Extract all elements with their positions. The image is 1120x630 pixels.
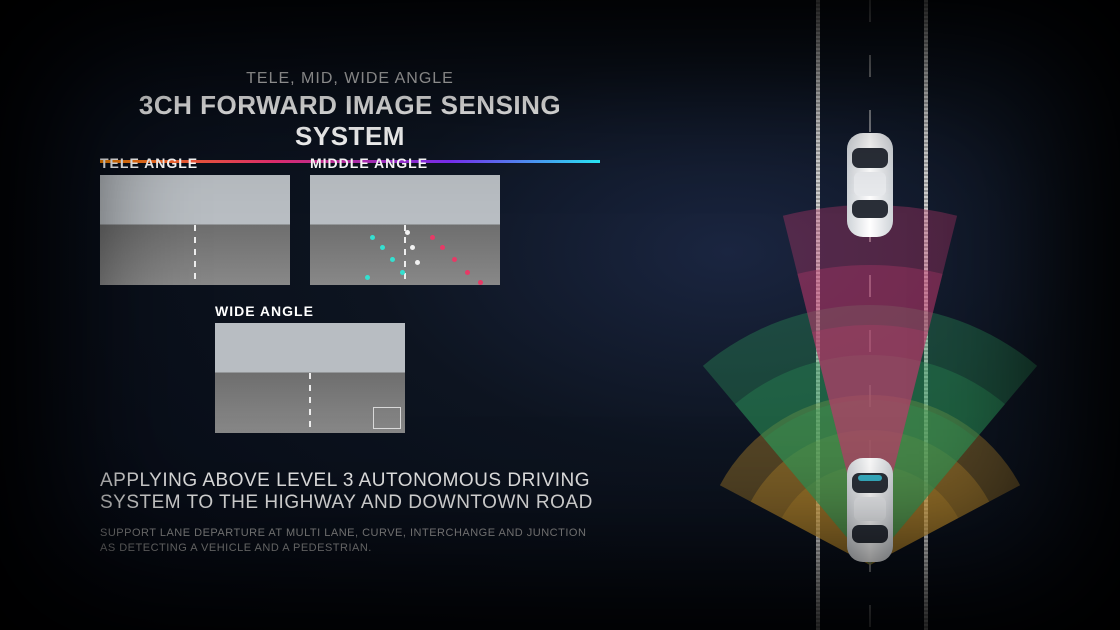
view-middle-thumb [310,175,500,285]
lane-line-left [816,0,820,630]
detection-box [373,407,401,429]
view-wide-label: WIDE ANGLE [215,303,405,319]
view-tele-label: TELE ANGLE [100,155,290,171]
car-rear [840,455,900,565]
lane-line-right [924,0,928,630]
header-block: TELE, MID, WIDE ANGLE 3CH FORWARD IMAGE … [100,70,600,163]
view-tele: TELE ANGLE [100,155,290,285]
bottom-copy: APPLYING ABOVE LEVEL 3 AUTONOMOUS DRIVIN… [100,470,600,555]
road-diagram [720,0,1040,630]
view-middle: MIDDLE ANGLE [310,155,500,285]
header-title: 3CH FORWARD IMAGE SENSING SYSTEM [100,90,600,152]
view-wide: WIDE ANGLE [215,303,405,433]
car-front [840,130,900,240]
bottom-sub: SUPPORT LANE DEPARTURE AT MULTI LANE, CU… [100,526,600,556]
header-subtitle: TELE, MID, WIDE ANGLE [100,70,600,88]
view-tele-thumb [100,175,290,285]
tracking-dots [310,175,500,285]
bottom-heading: APPLYING ABOVE LEVEL 3 AUTONOMOUS DRIVIN… [100,470,600,514]
camera-views: TELE ANGLE MIDDLE ANGLE [100,155,520,433]
view-middle-label: MIDDLE ANGLE [310,155,500,171]
view-wide-thumb [215,323,405,433]
